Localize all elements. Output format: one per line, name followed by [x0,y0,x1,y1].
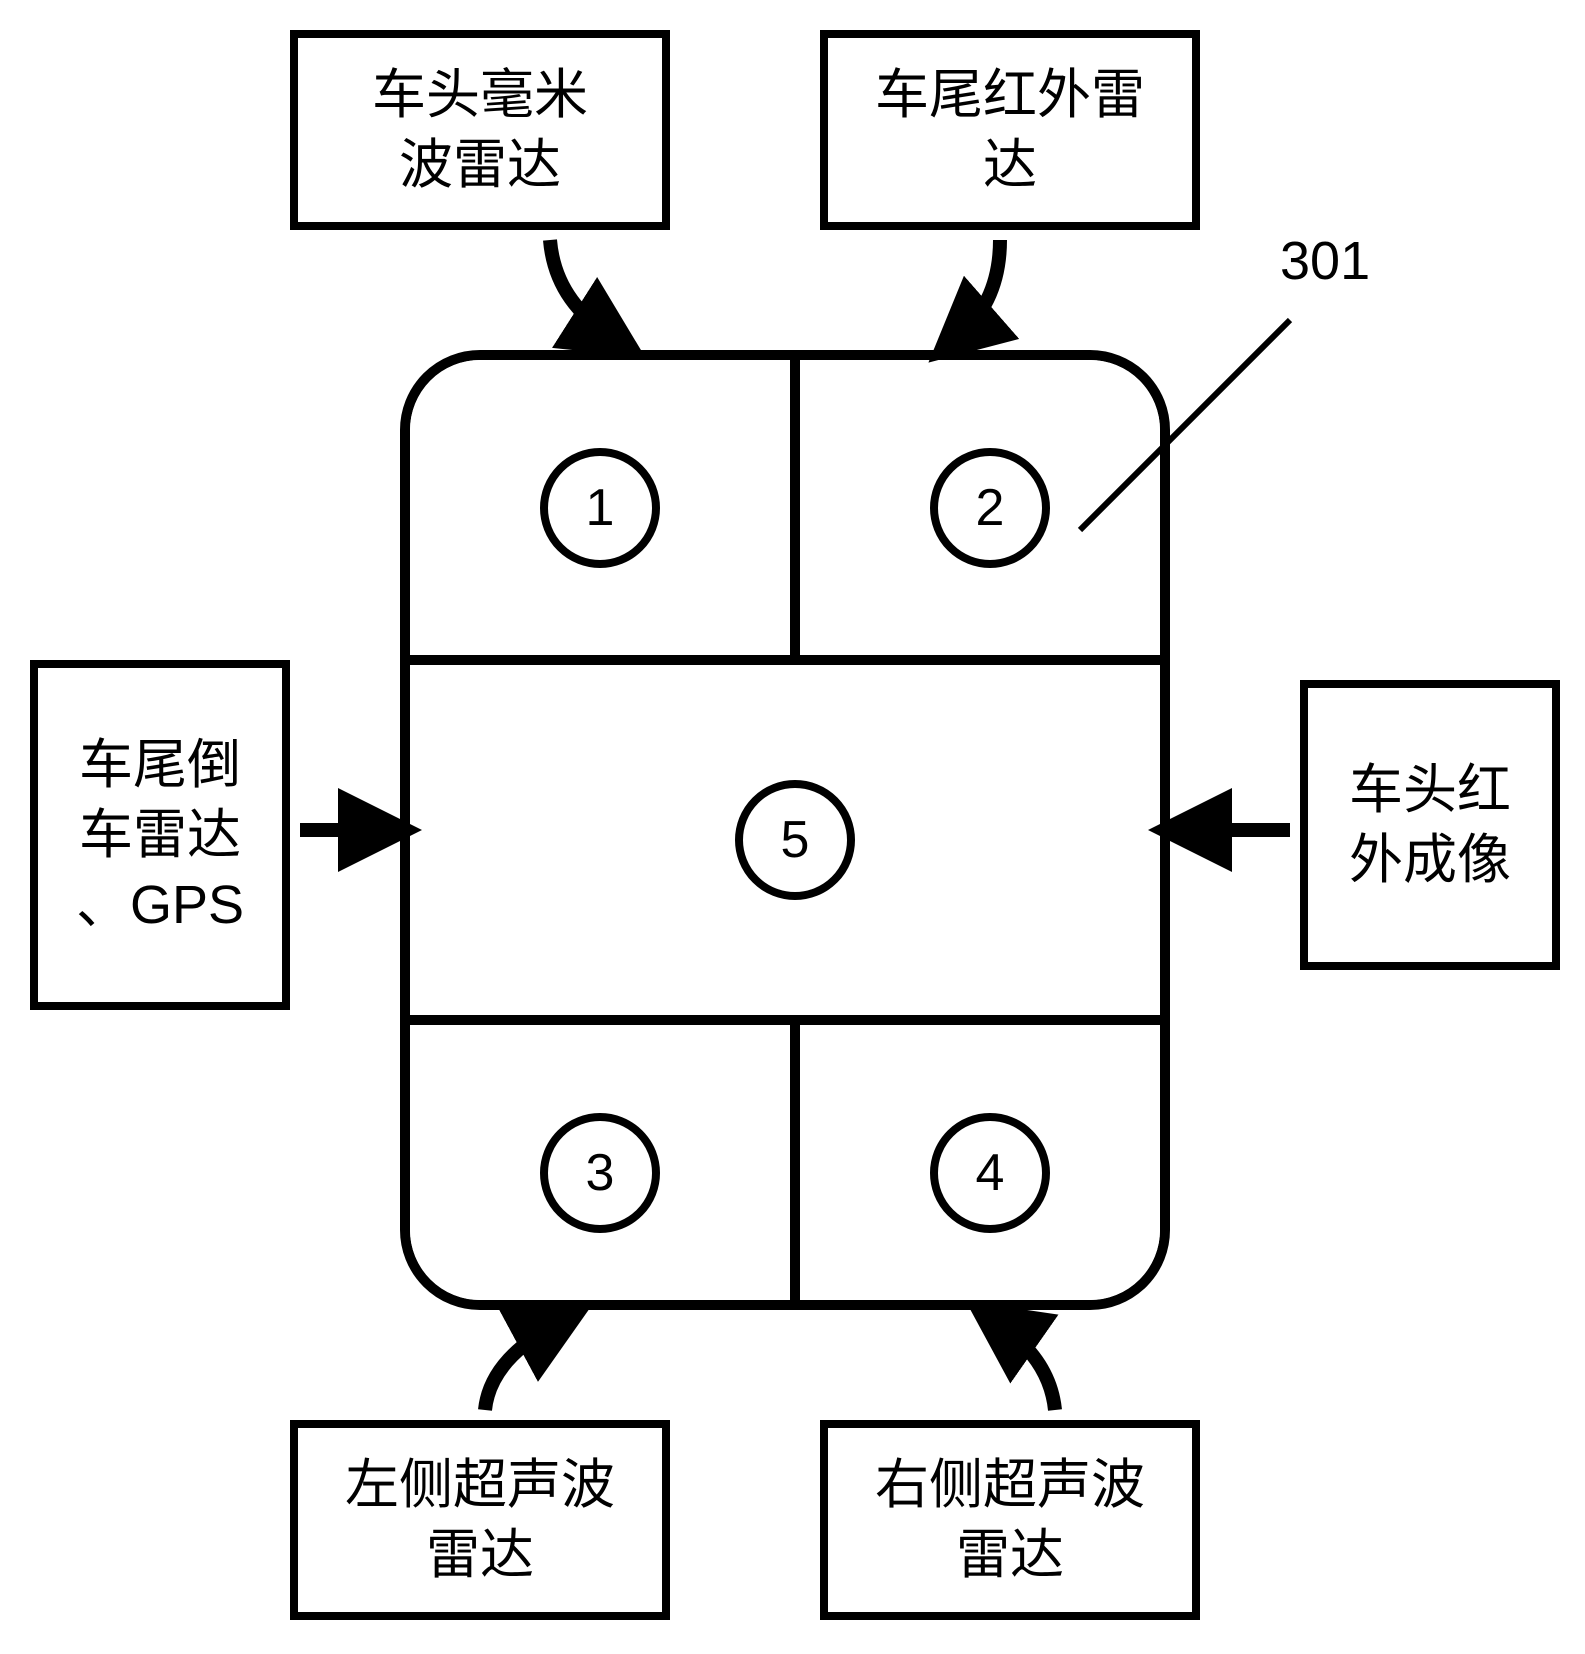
arrow-bottom-right [1000,1325,1055,1410]
arrow-bottom-left [485,1325,555,1410]
arrow-top-right [960,240,1000,335]
arrow-top-left [550,240,610,335]
arrows-layer [0,0,1585,1654]
diagram-canvas: 车头毫米波雷达 车尾红外雷达 车尾倒车雷达、GPS 车头红外成像 左侧超声波雷达… [0,0,1585,1654]
